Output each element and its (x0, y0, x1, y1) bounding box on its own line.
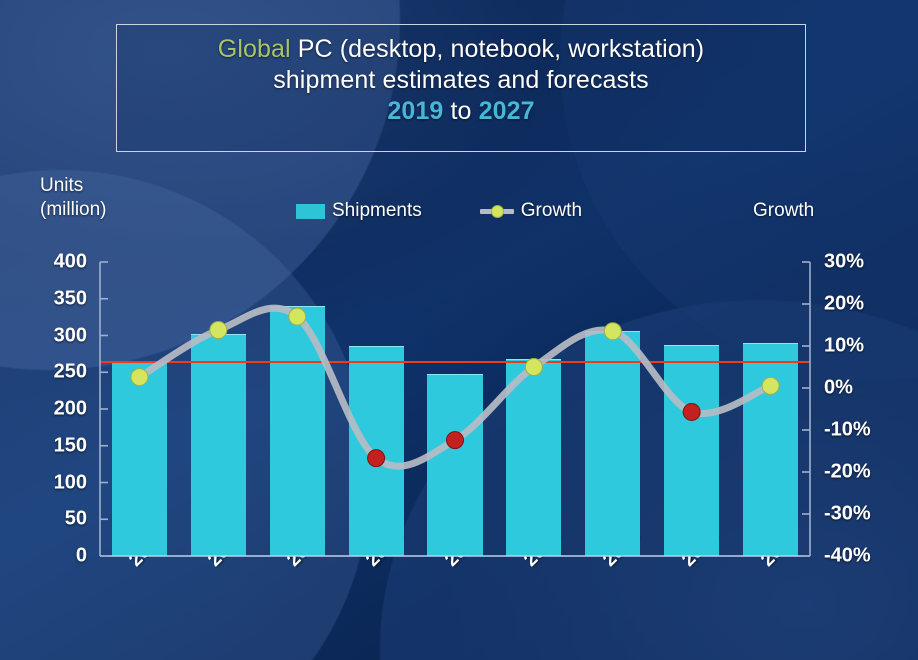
left-tick-label: 400 (53, 250, 87, 273)
title-accent-start-year: 2019 (387, 97, 444, 125)
right-tick-label: -10% (824, 418, 871, 441)
growth-marker-2024[interactable]: 2024: 5% (524, 358, 543, 376)
growth-marker-2021[interactable]: 2021: 17% (288, 307, 307, 326)
growth-marker-2025[interactable]: 2025: 13.5% (603, 322, 622, 341)
left-tick-label: 350 (53, 287, 87, 310)
right-tick-label: 10% (824, 334, 865, 357)
legend-item-growth[interactable]: Growth (479, 200, 583, 222)
title-line-1-rest: PC (desktop, notebook, workstation) (290, 35, 705, 63)
line-marker-icon (479, 204, 514, 218)
reference-line (100, 361, 810, 364)
title-accent-end-year: 2027 (478, 97, 535, 125)
title-accent-global: Global (217, 35, 291, 63)
left-tick-label: 0 (75, 544, 87, 567)
growth-marker-2020[interactable]: 2020: 13.8% (209, 321, 228, 340)
bar-swatch-icon (296, 203, 325, 219)
left-tick-label: 300 (53, 324, 87, 346)
chart-legend: Shipments Growth (296, 200, 582, 222)
legend-label-growth: Growth (520, 200, 583, 221)
right-tick-label: 20% (824, 292, 865, 315)
bar-2019[interactable] (111, 361, 168, 556)
left-axis-title: Units (million) (40, 174, 107, 222)
plot-area: 0 50 100 150 200 250 300 350 400 -40% -30% -20% -10… (54, 251, 871, 571)
right-tick-label: -30% (824, 502, 871, 525)
bar-2025[interactable] (585, 331, 641, 556)
bar-2026[interactable] (664, 345, 720, 556)
left-axis-title-line-1: Units (40, 175, 84, 196)
title-line-1: Global PC (desktop, notebook, workstatio… (117, 34, 805, 65)
growth-marker-2027[interactable]: 2027: 0.5% (761, 376, 780, 395)
legend-label-shipments: Shipments (332, 200, 422, 221)
bar-2020[interactable] (190, 334, 246, 556)
right-axis-title: Growth (753, 200, 815, 221)
bar-2024[interactable] (506, 359, 562, 556)
growth-marker-2023[interactable]: 2023: -12.4% (446, 431, 464, 450)
title-box: Global PC (desktop, notebook, workstatio… (116, 24, 806, 152)
left-tick-label: 200 (53, 397, 87, 420)
right-tick-label: 0% (824, 376, 853, 399)
right-tick-label: -40% (824, 544, 871, 567)
growth-line-series: 2019: 2.6% 2020: 13.8% 2021: 17% 2022: -16.… (99, 261, 811, 557)
bar-2023[interactable] (427, 374, 483, 556)
legend-item-shipments[interactable]: Shipments (296, 200, 422, 222)
growth-marker-2019[interactable]: 2019: 2.6% (130, 368, 149, 387)
left-tick-label: 100 (53, 471, 87, 493)
right-tick-label: -20% (824, 460, 871, 483)
left-tick-label: 250 (53, 360, 87, 383)
title-line-2: shipment estimates and forecasts (273, 66, 649, 94)
right-tick-label: 30% (824, 250, 865, 273)
growth-marker-2026[interactable]: 2026: -5.7% (682, 402, 701, 421)
title-line-3-mid: to (443, 97, 479, 125)
left-axis-title-line-2: (million) (40, 199, 107, 220)
left-tick-label: 50 (64, 507, 87, 530)
title-line-3: 2019 to 2027 (117, 96, 805, 127)
growth-marker-2022[interactable]: 2022: -16.7% (367, 449, 386, 468)
left-tick-label: 150 (53, 434, 87, 457)
